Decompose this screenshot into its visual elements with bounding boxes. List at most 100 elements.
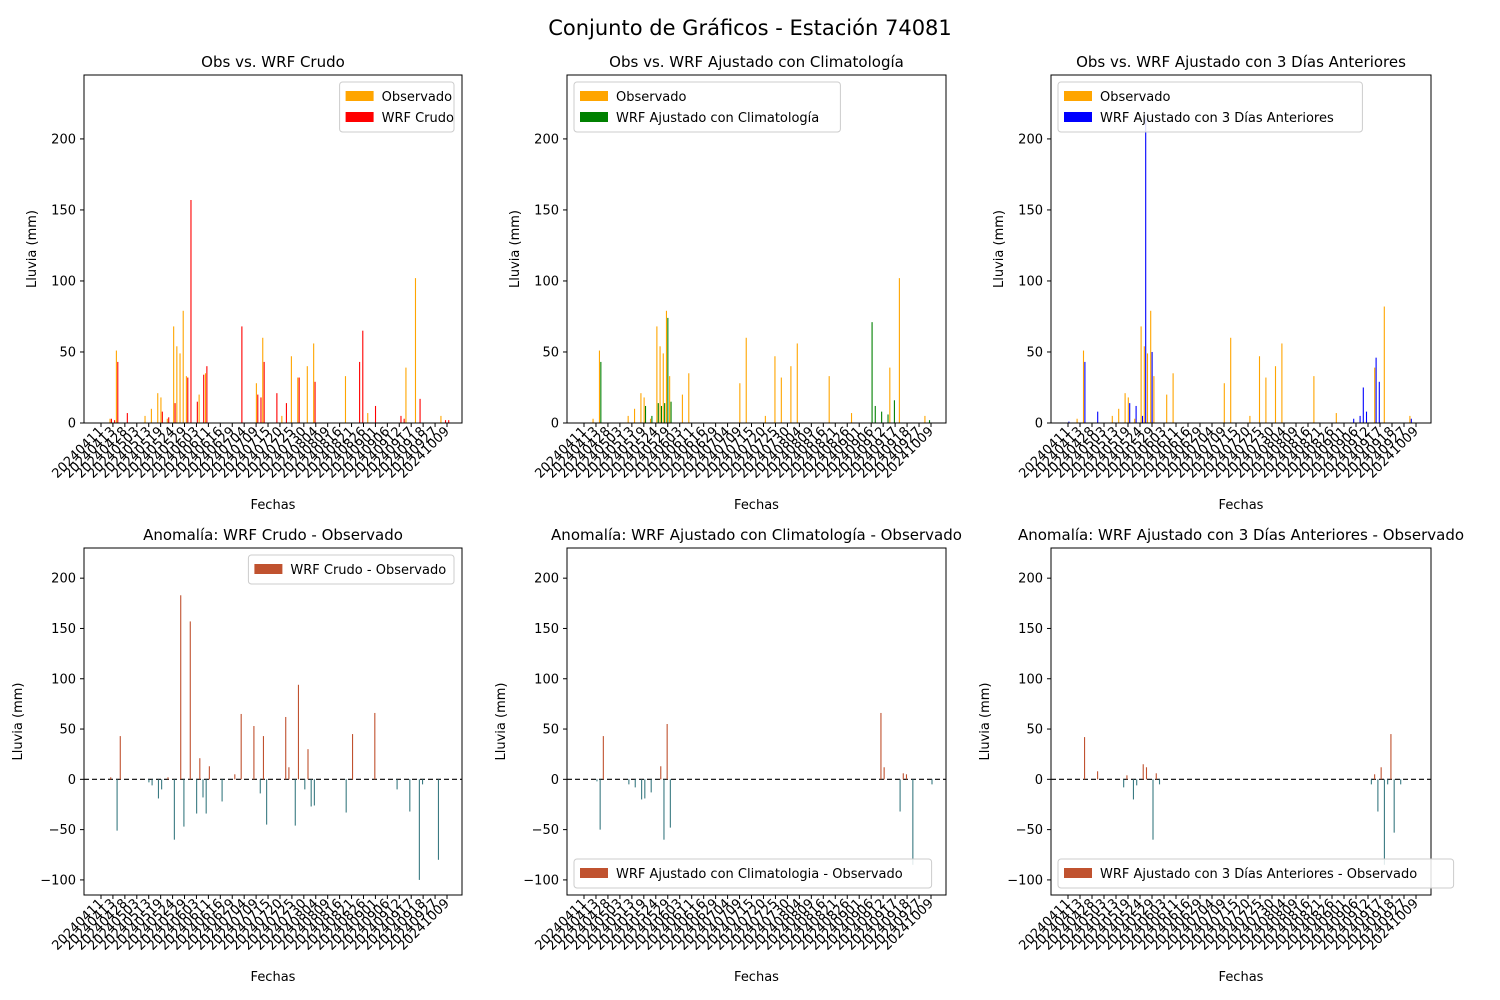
subplot-1: Obs vs. WRF Crudo05010015020020240411202… <box>25 53 463 513</box>
bar <box>150 408 152 423</box>
bar <box>419 398 421 423</box>
bar <box>1400 779 1402 785</box>
legend-swatch <box>1064 91 1092 101</box>
axes-frame <box>83 74 463 424</box>
bar <box>881 411 883 423</box>
bar <box>1377 779 1379 812</box>
bar <box>1353 418 1355 423</box>
bar <box>650 779 652 793</box>
y-tick-label: 200 <box>1018 132 1043 147</box>
y-tick-label: 0 <box>1035 773 1043 788</box>
bar <box>359 361 361 423</box>
bar <box>114 420 116 423</box>
bar <box>1390 734 1392 780</box>
series-2 <box>600 317 931 423</box>
bar <box>263 361 265 423</box>
bar <box>1084 361 1086 423</box>
legend: WRF Crudo - Observado <box>247 554 455 585</box>
bar <box>206 366 208 423</box>
y-axis-label: Lluvia (mm) <box>992 210 1007 288</box>
y-tick-label: 150 <box>51 622 76 637</box>
bar <box>1142 764 1144 780</box>
bar <box>266 779 268 825</box>
legend-label: Observado <box>1100 90 1171 105</box>
bar <box>874 405 876 423</box>
bar <box>440 415 442 423</box>
bar <box>179 353 181 423</box>
bar <box>659 346 661 423</box>
bar <box>262 736 265 780</box>
bar <box>1258 356 1261 423</box>
series-1 <box>110 595 440 880</box>
bar <box>662 353 664 423</box>
bar <box>157 393 159 423</box>
bar <box>304 779 306 790</box>
bar <box>644 779 646 799</box>
bar <box>1111 415 1113 423</box>
bar <box>167 777 169 780</box>
bar <box>208 766 210 780</box>
legend-box <box>573 81 841 133</box>
bar <box>116 779 118 831</box>
bar <box>1387 779 1389 785</box>
subplot-title: Obs vs. WRF Ajustado con 3 Días Anterior… <box>1076 53 1406 71</box>
bar <box>1313 376 1315 423</box>
bar <box>1124 393 1126 423</box>
bar <box>198 394 200 423</box>
bar <box>774 356 776 423</box>
y-tick-label: 50 <box>59 723 76 738</box>
bar <box>912 779 914 865</box>
bar <box>664 403 666 423</box>
y-tick-label: 150 <box>534 622 559 637</box>
bar <box>1097 771 1099 780</box>
legend: Observado WRF Ajustado con 3 Días Anterio… <box>1057 81 1363 133</box>
bar <box>902 773 904 780</box>
bar <box>790 366 792 423</box>
y-tick-label: 100 <box>1018 274 1043 289</box>
bar <box>1118 408 1120 423</box>
bar <box>288 767 290 780</box>
y-tick-label: 150 <box>1018 203 1043 218</box>
bar <box>1281 343 1283 423</box>
bar <box>199 758 201 780</box>
bar <box>313 779 315 806</box>
subplot-2: Obs vs. WRF Ajustado con Climatología 0 50… <box>508 53 947 513</box>
bar <box>281 415 283 423</box>
bar <box>115 350 117 423</box>
bar <box>828 376 830 423</box>
bar <box>1150 310 1152 423</box>
bar <box>602 736 604 780</box>
bar <box>657 403 659 423</box>
y-tick-label: 0 <box>1035 417 1043 432</box>
legend-swatch <box>345 91 374 101</box>
bar <box>1126 775 1128 780</box>
bar <box>157 779 160 799</box>
bar <box>1134 418 1136 423</box>
y-tick-label: −50 <box>1016 823 1043 838</box>
bar <box>182 310 184 423</box>
subplot-5: Anomalía: WRF Ajustado con Climatología … <box>494 526 962 985</box>
bar <box>204 373 207 423</box>
bar <box>681 394 683 423</box>
axes-frame <box>566 547 947 896</box>
bar <box>1145 767 1148 780</box>
bar <box>1151 351 1153 423</box>
y-tick-label: 50 <box>542 345 559 360</box>
bar <box>641 779 643 800</box>
legend-swatch <box>1064 112 1092 122</box>
legend-box <box>247 554 455 585</box>
bar <box>307 749 309 780</box>
bar <box>161 411 163 423</box>
y-tick-label: 50 <box>542 723 559 738</box>
y-tick-label: 100 <box>534 672 559 687</box>
bar <box>259 779 261 794</box>
y-axis-label: Lluvia (mm) <box>11 683 26 761</box>
subplot-4: Anomalía: WRF Crudo - Observado −100 −50 0 5… <box>11 526 463 985</box>
bar <box>656 326 658 423</box>
legend-label: Observado <box>616 90 687 105</box>
bar <box>444 420 447 423</box>
legend-swatch <box>1064 868 1092 878</box>
bar <box>1374 774 1376 780</box>
y-tick-label: 100 <box>534 274 559 289</box>
legend-label: WRF Ajustado con Climatología <box>616 111 819 126</box>
